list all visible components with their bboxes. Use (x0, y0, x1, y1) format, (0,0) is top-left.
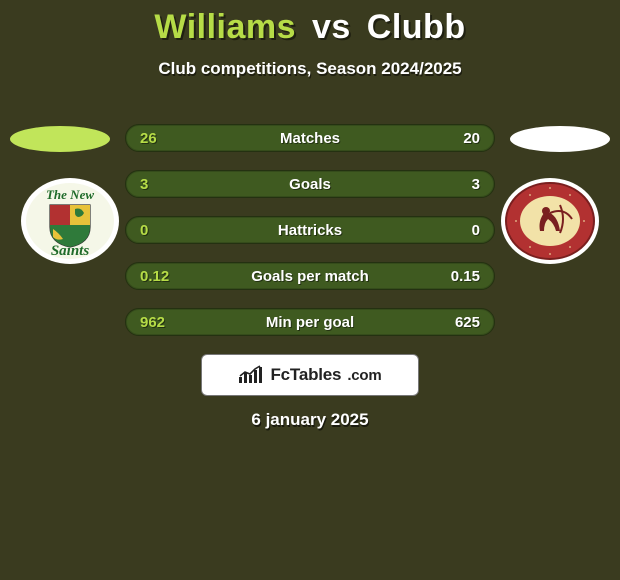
brand-name: FcTables (270, 365, 341, 385)
stat-row: 3 Goals 3 (125, 170, 495, 198)
player1-name: Williams (154, 8, 296, 46)
svg-text:The New: The New (46, 187, 94, 202)
stat-p2-value: 0.15 (451, 268, 480, 285)
comparison-card: Williams vs Clubb Club competitions, Sea… (0, 0, 620, 580)
page-title: Williams vs Clubb (0, 0, 620, 47)
stat-p1-value: 26 (140, 130, 157, 147)
player1-ellipse (10, 126, 110, 152)
stat-p1-value: 962 (140, 314, 165, 331)
stat-p2-value: 0 (472, 222, 480, 239)
stat-p1-value: 3 (140, 176, 148, 193)
bars-icon (238, 365, 264, 385)
stat-label: Min per goal (266, 314, 354, 331)
stat-label: Matches (280, 130, 340, 147)
stat-p2-value: 625 (455, 314, 480, 331)
stat-row: 962 Min per goal 625 (125, 308, 495, 336)
stat-p2-value: 20 (463, 130, 480, 147)
stat-p1-value: 0.12 (140, 268, 169, 285)
stat-label: Goals (289, 176, 331, 193)
footer-date: 6 january 2025 (251, 410, 368, 430)
stat-row: 26 Matches 20 (125, 124, 495, 152)
stat-p2-value: 3 (472, 176, 480, 193)
player2-ellipse (510, 126, 610, 152)
stat-label: Goals per match (251, 268, 369, 285)
stat-row: 0 Hattricks 0 (125, 216, 495, 244)
brand-suffix: .com (347, 367, 381, 384)
brand-link[interactable]: FcTables .com (201, 354, 419, 396)
team1-logo: The New Saints (20, 177, 120, 265)
stat-row: 0.12 Goals per match 0.15 (125, 262, 495, 290)
stat-label: Hattricks (278, 222, 342, 239)
subtitle: Club competitions, Season 2024/2025 (0, 59, 620, 79)
stat-p1-value: 0 (140, 222, 148, 239)
player2-name: Clubb (367, 8, 466, 46)
team2-logo (500, 177, 600, 265)
vs-text: vs (312, 8, 351, 46)
stats-table: 26 Matches 20 3 Goals 3 0 Hattricks 0 0.12 Goals p… (125, 124, 495, 336)
